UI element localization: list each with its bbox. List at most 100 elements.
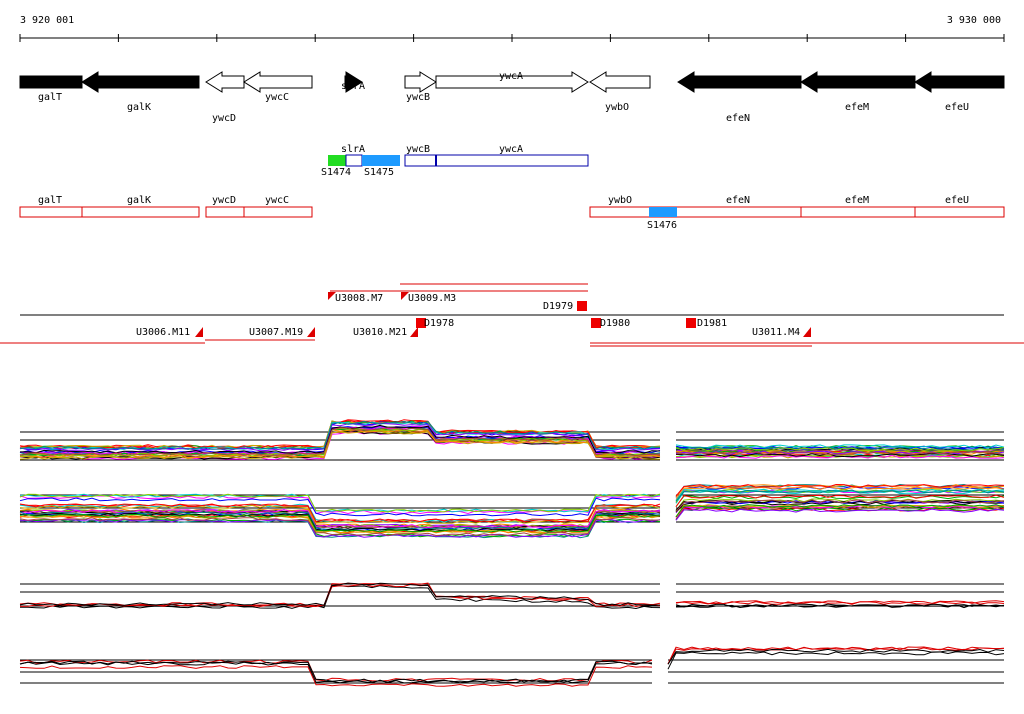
operon-box [800, 206, 916, 218]
feature-flag [307, 327, 315, 337]
gene-arrow [435, 71, 589, 93]
gene-arrow [243, 71, 313, 93]
operon-box [914, 206, 1005, 218]
transcript-box [362, 155, 400, 166]
feature-label: U3006.M11 [136, 327, 190, 338]
expression-profile [675, 486, 1005, 500]
expression-profile [19, 512, 661, 532]
expression-profile [19, 661, 653, 684]
gene-label: efeN [726, 113, 750, 124]
expression-profile [675, 507, 1005, 521]
expression-profile [675, 483, 1005, 497]
expression-profile [675, 488, 1005, 503]
gene-label: ywbO [605, 102, 629, 113]
operon-box [19, 206, 83, 218]
gene-label: efeM [845, 102, 869, 113]
operon-label: galK [127, 195, 151, 206]
expression-profile [675, 504, 1005, 518]
feature-flag [328, 292, 336, 300]
operon-box [205, 206, 245, 218]
transcript-label: slrA [341, 144, 365, 155]
expression-profile [19, 583, 661, 608]
expression-profile [675, 601, 1005, 605]
expression-profile [19, 582, 661, 607]
feature-label: U3009.M3 [408, 293, 456, 304]
gene-arrow [914, 71, 1005, 93]
expression-profile [19, 427, 661, 457]
feature-flag [195, 327, 203, 337]
expression-profile [675, 499, 1005, 512]
operon-label: ywbO [608, 195, 632, 206]
expression-profile [19, 420, 661, 450]
gene-arrow [589, 71, 651, 93]
expression-profile [19, 511, 661, 531]
expression-profile [19, 665, 653, 687]
segment-box [649, 207, 677, 217]
expression-profile [19, 504, 661, 524]
expression-profile [19, 513, 661, 533]
gene-label: ywcD [212, 113, 236, 124]
expression-profile [675, 603, 1005, 608]
expression-profile [19, 509, 661, 529]
gene-label: galK [127, 102, 151, 113]
expression-profile [675, 489, 1005, 502]
feature-label: D1980 [600, 318, 630, 329]
operon-box [589, 206, 651, 218]
expression-profile [675, 604, 1005, 609]
feature-label: U3010.M21 [353, 327, 407, 338]
feature-label: D1978 [424, 318, 454, 329]
expression-profile [19, 582, 661, 607]
feature-label: U3011.M4 [752, 327, 800, 338]
expression-profile [19, 503, 661, 523]
expression-profile [19, 424, 661, 454]
operon-label: efeN [726, 195, 750, 206]
expression-profile [675, 444, 1005, 449]
expression-profile [675, 495, 1005, 507]
expression-profile [19, 503, 661, 523]
expression-profile [19, 493, 661, 513]
gene-arrow [677, 71, 802, 93]
feature-label: D1979 [543, 301, 573, 312]
feature-label: U3008.M7 [335, 293, 383, 304]
gene-arrow [404, 71, 437, 93]
expression-profile [19, 493, 661, 513]
feature-label: D1981 [697, 318, 727, 329]
feature-box [577, 301, 587, 311]
operon-label: efeU [945, 195, 969, 206]
segment-label: S1476 [647, 220, 677, 231]
expression-profile [675, 484, 1005, 498]
gene-arrow [205, 71, 245, 93]
transcript-box [404, 154, 589, 167]
feature-label: U3007.M19 [249, 327, 303, 338]
transcript-label: ywcA [499, 144, 523, 155]
operon-label: galT [38, 195, 62, 206]
gene-label: ywcA [499, 71, 523, 82]
expression-profile [675, 453, 1005, 458]
feature-box [686, 318, 696, 328]
expression-profile [667, 651, 1005, 670]
segment-label: S1474 [321, 167, 351, 178]
gene-label: slrA [341, 81, 365, 92]
transcript-label: ywcB [406, 144, 430, 155]
segment-label: S1475 [364, 167, 394, 178]
ruler-end: 3 930 000 [947, 15, 1001, 26]
feature-flag [410, 327, 418, 337]
operon-label: ywcD [212, 195, 236, 206]
gene-label: ywcC [265, 92, 289, 103]
gene-label: efeU [945, 102, 969, 113]
gene-arrow [344, 71, 363, 93]
feature-flag [401, 292, 409, 300]
operon-box [243, 206, 313, 218]
expression-profile [675, 485, 1005, 498]
expression-profile [675, 447, 1005, 452]
gene-arrow [19, 75, 83, 89]
gene-label: ywcB [406, 92, 430, 103]
transcript-box [345, 154, 363, 167]
expression-profile [19, 497, 661, 517]
expression-profile [675, 451, 1005, 456]
expression-profile [19, 516, 661, 537]
operon-label: ywcC [265, 195, 289, 206]
expression-profile [19, 518, 661, 538]
expression-profile [19, 659, 653, 682]
